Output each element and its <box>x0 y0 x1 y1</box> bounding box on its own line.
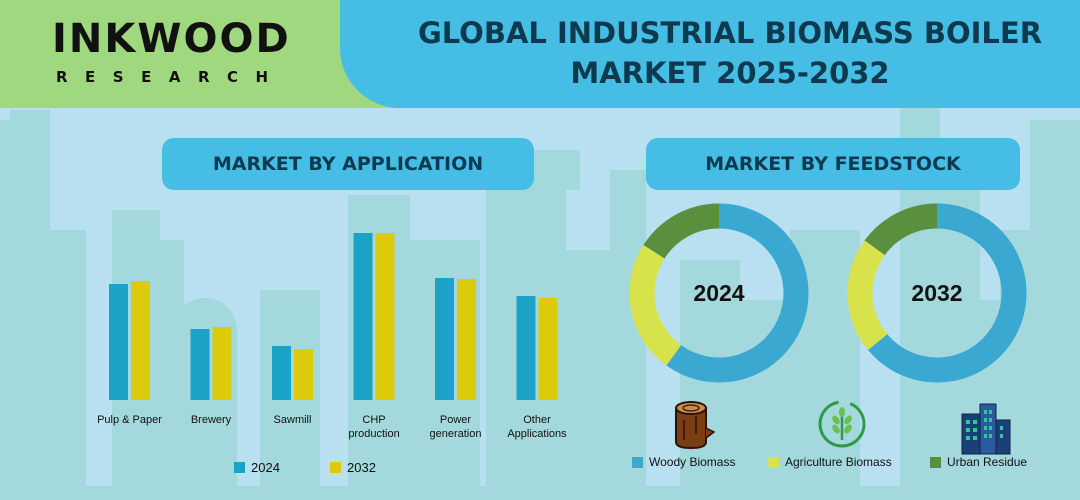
bar-2024-4 <box>435 278 454 400</box>
bar-2032-1 <box>212 327 232 400</box>
legend-label-woody: Woody Biomass <box>649 455 736 469</box>
title-panel: GLOBAL INDUSTRIAL BIOMASS BOILER MARKET … <box>340 0 1080 108</box>
legend-label-2032: 2032 <box>347 460 376 475</box>
logo-panel: INKWOOD RESEARCH <box>0 0 400 108</box>
legend-2024: 2024 <box>234 460 280 475</box>
category-label-3: CHP production <box>348 414 399 440</box>
logo-wordmark: INKWOOD <box>52 16 291 62</box>
donut-2024-slice-2 <box>643 203 720 259</box>
legend-swatch-urban <box>930 456 941 468</box>
legend-swatch-agriculture <box>768 456 779 468</box>
legend-label-2024: 2024 <box>251 460 280 475</box>
page-title-line-1: GLOBAL INDUSTRIAL BIOMASS BOILER <box>417 16 1043 50</box>
leaf-badge-icon <box>818 400 866 448</box>
category-label-1: Brewery <box>191 414 232 426</box>
legend-swatch-woody <box>632 456 643 468</box>
feedstock-section-title: MARKET BY FEEDSTOCK <box>646 138 1020 190</box>
bar-2032-5 <box>538 298 558 400</box>
legend-label-urban: Urban Residue <box>947 455 1028 469</box>
donut-center-label-2024: 2024 <box>693 280 744 306</box>
donut-center-label-2032: 2032 <box>911 280 962 306</box>
legend-swatch-2024 <box>234 462 245 473</box>
page-title-line-2: MARKET 2025-2032 <box>570 56 890 90</box>
donut-2024-slice-1 <box>629 245 682 366</box>
category-label-2: Sawmill <box>274 414 312 426</box>
bar-2024-3 <box>353 233 373 400</box>
legend-label-agriculture: Agriculture Biomass <box>785 455 892 469</box>
legend-swatch-2032 <box>330 462 341 473</box>
donut-2032-slice-0 <box>868 203 1027 383</box>
bar-2032-0 <box>131 281 150 400</box>
legend-urban-residue: Urban Residue <box>930 455 1027 469</box>
bar-2032-2 <box>294 349 313 400</box>
bar-2024-2 <box>272 346 291 400</box>
bar-2032-3 <box>375 233 395 400</box>
legend-agriculture-biomass: Agriculture Biomass <box>768 455 892 469</box>
legend-2032: 2032 <box>330 460 376 475</box>
donut-2024-slice-0 <box>666 203 809 383</box>
donut-2032-slice-2 <box>864 203 938 256</box>
buildings-icon <box>961 403 1011 455</box>
donut-2032-slice-1 <box>847 240 888 351</box>
log-icon <box>675 401 716 450</box>
bar-2032-4 <box>457 279 476 400</box>
legend-woody-biomass: Woody Biomass <box>632 455 735 469</box>
category-label-5: Other Applications <box>507 414 567 440</box>
logo-subtitle: RESEARCH <box>56 68 286 86</box>
bar-2024-5 <box>516 296 536 400</box>
bar-2024-0 <box>109 284 128 400</box>
application-section-title: MARKET BY APPLICATION <box>162 138 534 190</box>
bar-2024-1 <box>190 329 210 400</box>
category-label-4: Power generation <box>430 414 482 440</box>
category-label-0: Pulp & Paper <box>97 414 162 426</box>
